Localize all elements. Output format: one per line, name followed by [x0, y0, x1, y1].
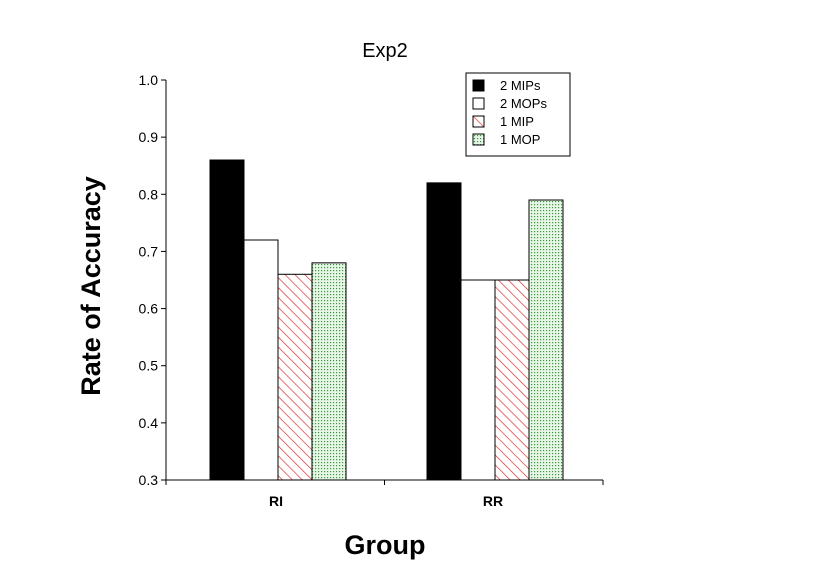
y-tick-label: 0.3: [139, 472, 159, 488]
y-tick-label: 0.7: [139, 243, 159, 259]
x-tick-label: RR: [483, 493, 503, 509]
bars: [209, 159, 564, 481]
legend-swatch: [472, 133, 485, 146]
y-tick-label: 0.4: [139, 415, 159, 431]
y-tick-label: 0.8: [139, 186, 159, 202]
y-axis-ticks: 0.3 0.4 0.5 0.6 0.7 0.8 0.9 1.0: [139, 72, 166, 488]
chart-title: Exp2: [362, 40, 408, 62]
legend-label: 2 MOPs: [500, 96, 547, 111]
legend-label: 2 MIPs: [500, 78, 541, 93]
bar-ri-2-mops: [243, 239, 279, 481]
legend-swatch: [472, 97, 485, 110]
y-axis-label: Rate of Accuracy: [76, 176, 106, 396]
bar-rr-1-mop: [528, 199, 564, 481]
legend-swatch: [472, 79, 485, 92]
bar-rr-2-mips: [426, 182, 462, 481]
y-tick-label: 0.9: [139, 129, 159, 145]
bar-ri-2-mips: [209, 159, 245, 481]
y-tick-label: 0.5: [139, 358, 159, 374]
legend-label: 1 MIP: [500, 114, 534, 129]
bar-rr-1-mip: [494, 279, 530, 481]
bar-rr-2-mops: [460, 279, 496, 481]
x-tick-label: RI: [269, 493, 283, 509]
legend-swatch: [472, 115, 485, 128]
bar-ri-1-mip: [277, 273, 313, 481]
legend-label: 1 MOP: [500, 132, 540, 147]
y-tick-label: 1.0: [139, 72, 159, 88]
x-axis-label: Group: [345, 530, 426, 560]
x-axis-ticks: RI RR: [165, 480, 604, 509]
y-tick-label: 0.6: [139, 301, 159, 317]
bar-ri-1-mop: [311, 262, 347, 481]
legend: 2 MIPs 2 MOPs 1 MIP 1 MOP: [465, 72, 571, 157]
